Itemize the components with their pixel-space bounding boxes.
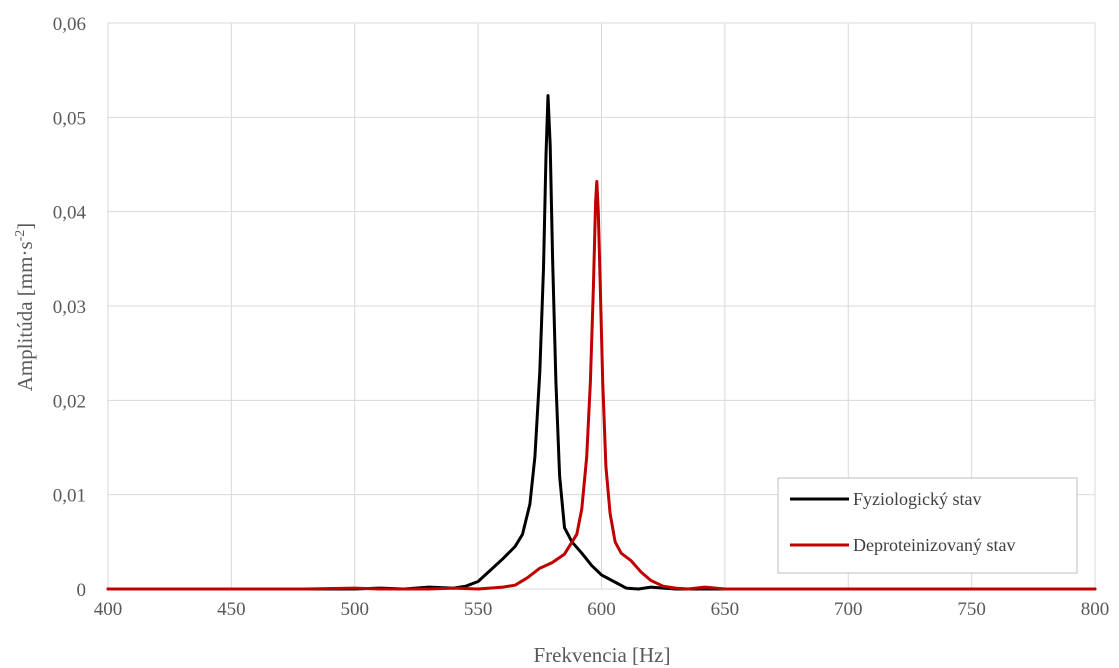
legend-label-deproteinizovany: Deproteinizovaný stav: [853, 535, 1015, 555]
y-tick-label: 0,03: [53, 297, 86, 318]
y-tick-label: 0,02: [53, 391, 86, 412]
x-axis-tick-labels: 400 450 500 550 600 650 700 750 800: [94, 599, 1110, 620]
x-tick-label: 800: [1081, 599, 1110, 620]
y-axis-title-end: ]: [13, 223, 37, 230]
legend: Fyziologický stav Deproteinizovaný stav: [777, 477, 1078, 574]
x-tick-label: 600: [587, 599, 616, 620]
x-tick-label: 650: [711, 599, 740, 620]
y-axis-title-main: Amplitúda [mm·s: [13, 241, 37, 391]
series-lines: [106, 94, 1097, 591]
series-line-1: [106, 180, 1097, 591]
y-tick-label: 0,05: [53, 108, 86, 129]
x-tick-label: 450: [217, 599, 246, 620]
legend-label-fyziologicky: Fyziologický stav: [853, 489, 982, 509]
y-axis-tick-labels: 0 0,01 0,02 0,03 0,04 0,05 0,06: [53, 14, 87, 601]
x-tick-label: 700: [834, 599, 863, 620]
y-tick-label: 0,01: [53, 486, 86, 507]
x-tick-label: 400: [94, 599, 123, 620]
y-tick-label: 0: [77, 580, 87, 601]
legend-box: [777, 477, 1078, 574]
y-tick-label: 0,06: [53, 14, 86, 35]
x-axis-title: Frekvencia [Hz]: [533, 643, 670, 667]
y-tick-label: 0,04: [53, 203, 87, 224]
x-tick-label: 750: [957, 599, 986, 620]
y-axis-title-superscript: -2: [13, 230, 28, 242]
x-tick-label: 500: [341, 599, 370, 620]
y-axis-title: Amplitúda [mm·s-2]: [13, 223, 37, 392]
x-tick-label: 550: [464, 599, 493, 620]
y-axis-title-group: Amplitúda [mm·s-2]: [13, 223, 37, 392]
